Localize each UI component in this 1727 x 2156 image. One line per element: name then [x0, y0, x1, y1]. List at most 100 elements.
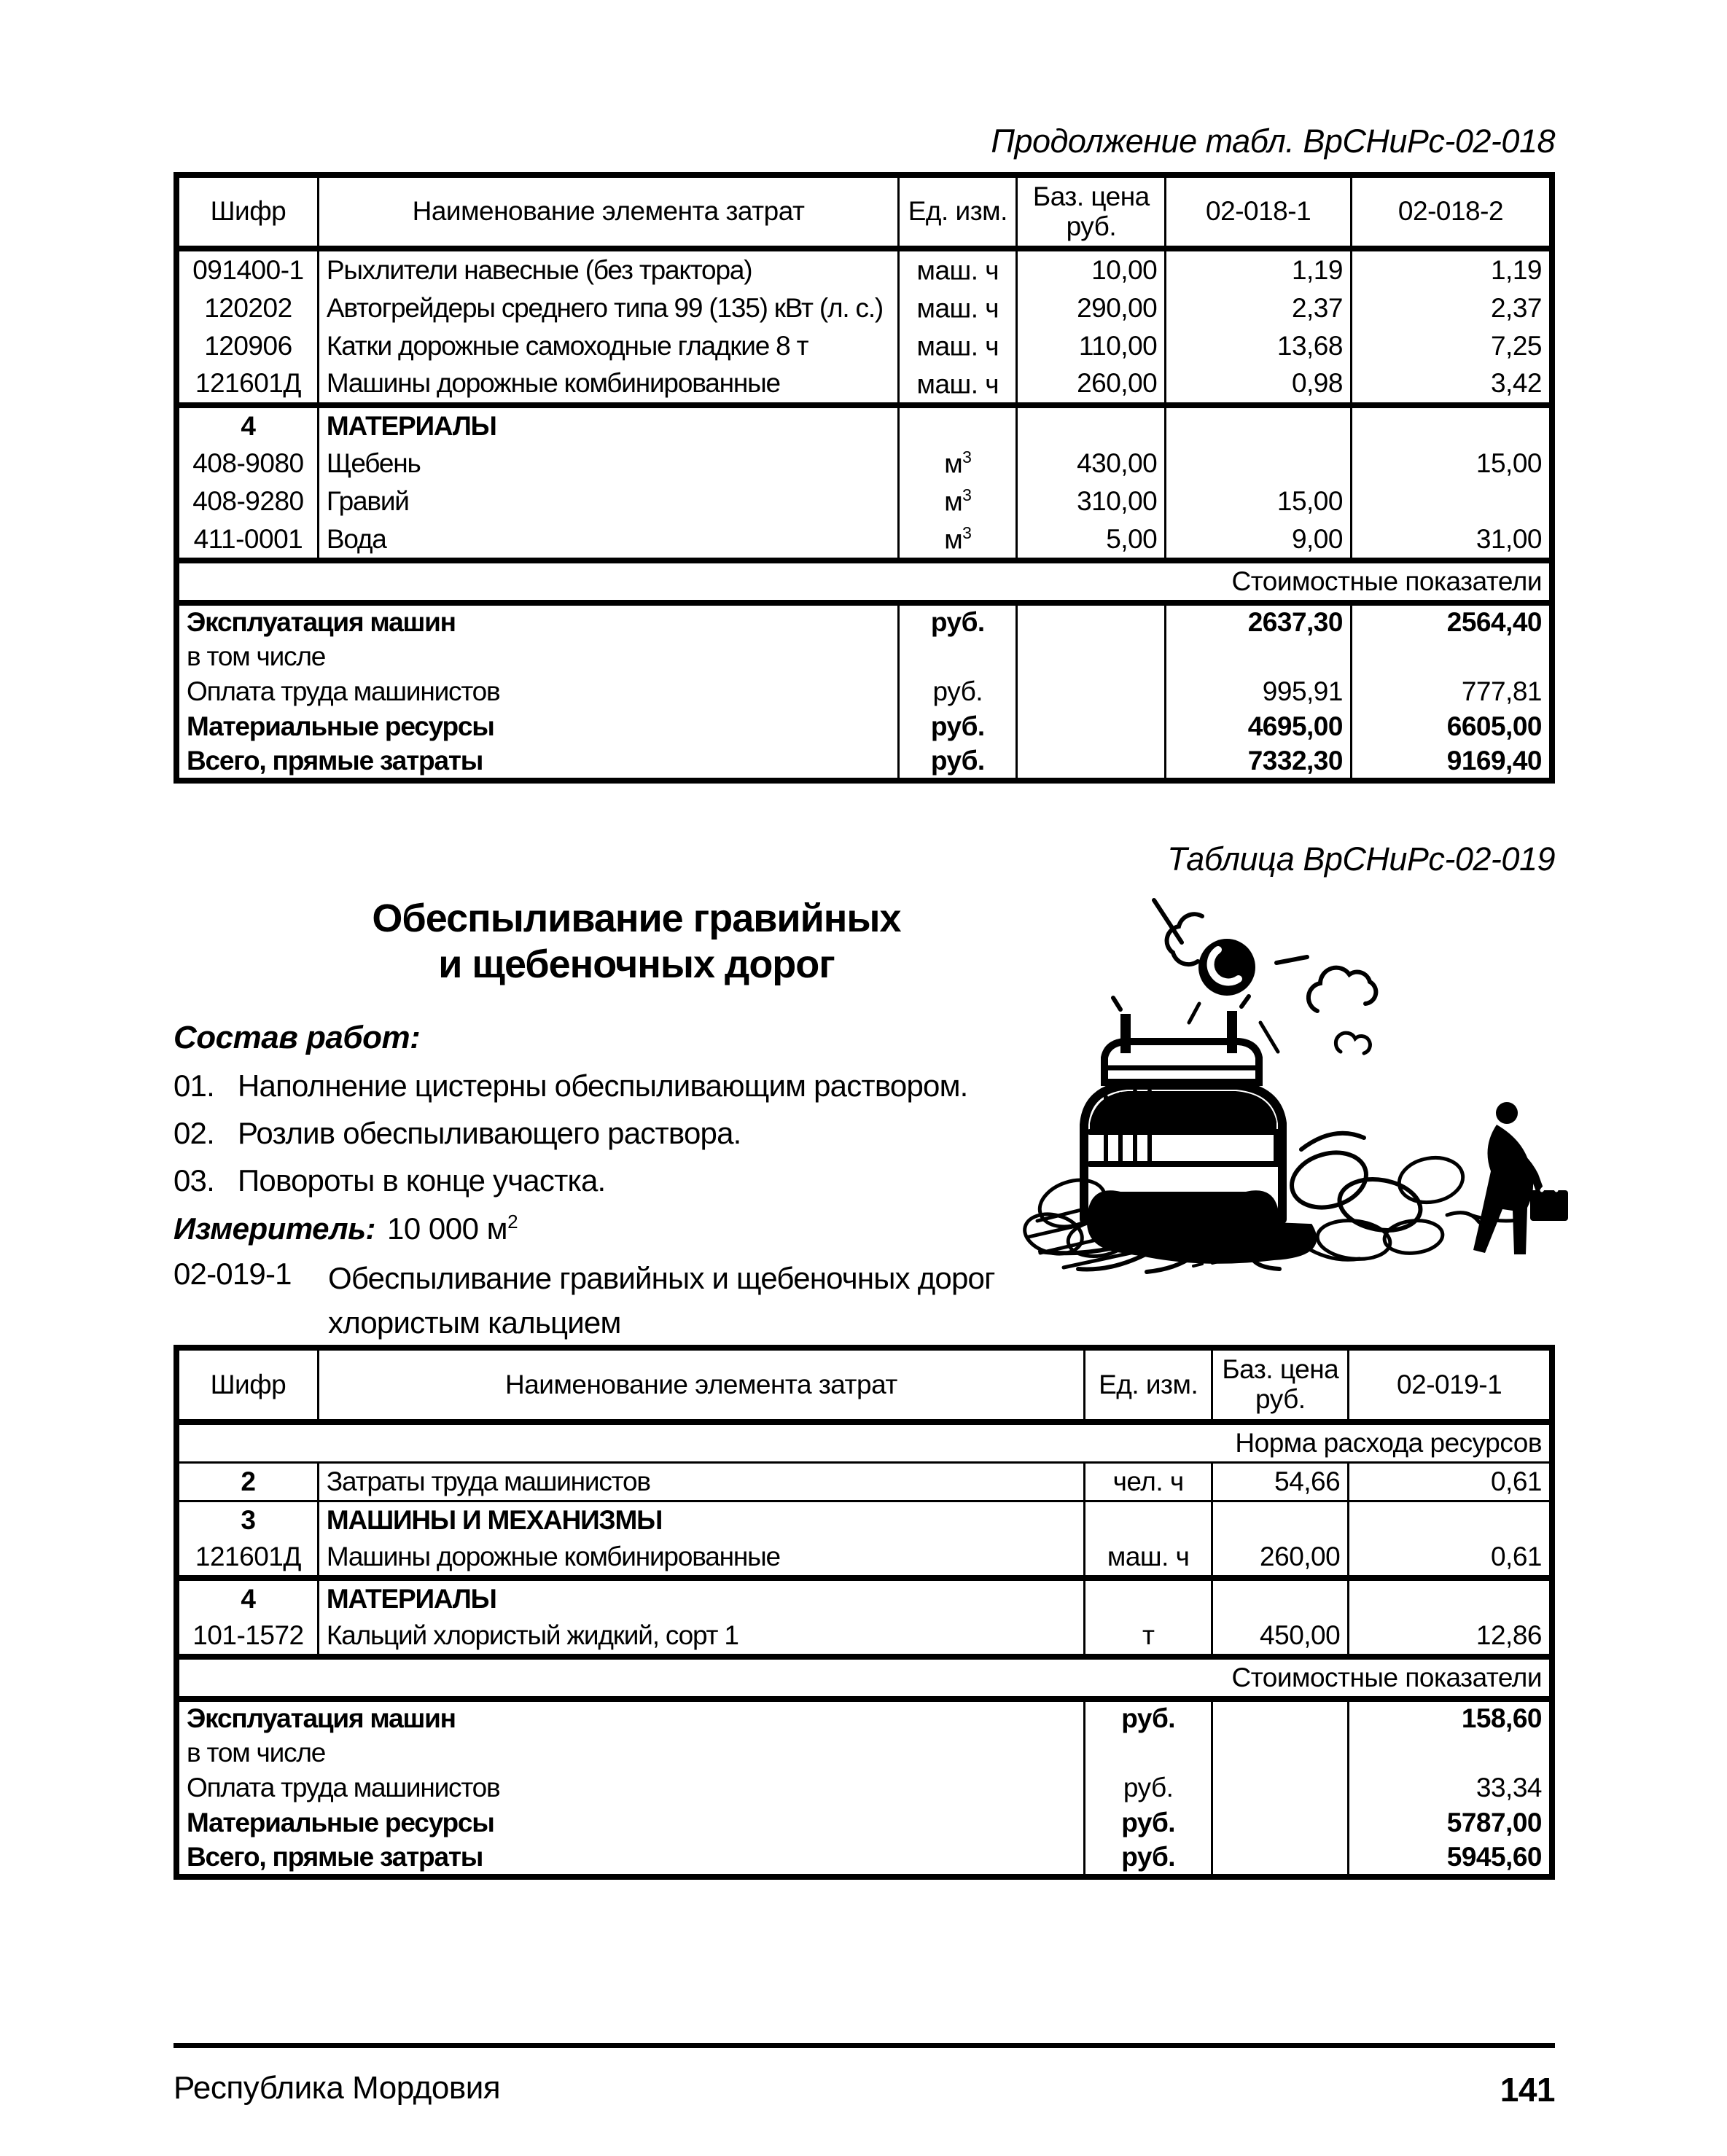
cost-row: в том числе: [175, 1735, 1553, 1771]
cell-name: Щебень: [316, 445, 900, 483]
cell-unit: м3: [897, 520, 1018, 561]
cell-code: 411-0001: [175, 520, 319, 561]
cell-base-price: [1015, 709, 1167, 745]
cell-unit: руб.: [897, 674, 1018, 710]
cell-value: 33,34: [1347, 1770, 1553, 1806]
cell-name: Автогрейдеры среднего типа 99 (135) кВт …: [316, 289, 900, 327]
cell-name: Рыхлители навесные (без трактора): [316, 249, 900, 289]
cell-name: Машины дорожные комбинированные: [316, 364, 900, 406]
cost-row: Материальные ресурсы руб. 5787,00: [175, 1805, 1553, 1841]
cell-base-price: 260,00: [1015, 364, 1167, 406]
cell-value-2: 2564,40: [1349, 603, 1553, 640]
cell-code: 408-9080: [175, 445, 319, 483]
table-row: 101-1572 Кальций хлористый жидкий, сорт …: [175, 1617, 1553, 1660]
list-item: 02. Розлив обеспыливающего раствора.: [174, 1115, 741, 1150]
cell-unit: руб.: [897, 603, 1018, 640]
cell-code: 408-9280: [175, 483, 319, 521]
cell-value-2: 7,25: [1349, 327, 1553, 365]
cell-cost-name: Эксплуатация машин: [175, 1699, 1085, 1736]
cell-unit: руб.: [1083, 1840, 1214, 1878]
cell-base-price: 290,00: [1015, 289, 1167, 327]
table-row: 121601Д Машины дорожные комбинированные …: [175, 364, 1553, 406]
cell-base-price: [1211, 1699, 1350, 1736]
cell-value-2: 1,19: [1349, 249, 1553, 289]
cell-name: МАТЕРИАЛЫ: [316, 1578, 1085, 1618]
cell-value: 5787,00: [1347, 1805, 1553, 1841]
page-footer: Республика Мордовия 141: [174, 2043, 1556, 2109]
cell-value-2: 15,00: [1349, 445, 1553, 483]
table-header-row: Шифр Наименование элемента затрат Ед. из…: [175, 1348, 1553, 1425]
norm-label: Норма расхода ресурсов: [175, 1421, 1553, 1464]
norm-item-line: 02-019-1 Обеспыливание гравийных и щебен…: [174, 1256, 995, 1340]
cell-cost-name: Оплата труда машинистов: [175, 674, 900, 710]
table-row: 411-0001 Вода м3 5,00 9,00 31,00: [175, 520, 1553, 561]
table-02-018: Шифр Наименование элемента затрат Ед. из…: [174, 172, 1555, 784]
table-row: 408-9280 Гравий м3 310,00 15,00: [175, 483, 1553, 521]
cell-value-1: [1164, 445, 1352, 483]
cell-cost-name: Материальные ресурсы: [175, 1805, 1085, 1841]
table-section-row-materials: 4 МАТЕРИАЛЫ: [175, 402, 1553, 445]
cost-row: Оплата труда машинистов руб. 995,91 777,…: [175, 674, 1553, 710]
page-number: 141: [1500, 2071, 1556, 2109]
cell-code: 2: [175, 1462, 319, 1502]
cell-value-1: [1164, 402, 1352, 445]
cell-base-price: 110,00: [1015, 327, 1167, 365]
cell-base-price: 260,00: [1211, 1539, 1350, 1582]
cell-name: МАШИНЫ И МЕХАНИЗМЫ: [316, 1501, 1085, 1539]
cell-base-price: [1211, 1501, 1350, 1539]
cell-base-price: [1015, 674, 1167, 710]
cell-value-1: 4695,00: [1164, 709, 1352, 745]
table-02-019: Шифр Наименование элемента затрат Ед. из…: [174, 1345, 1555, 1880]
cell-code: 121601Д: [175, 1539, 319, 1582]
cell-unit: руб.: [897, 709, 1018, 745]
cell-base-price: [1015, 402, 1167, 445]
cell-value: 0,61: [1347, 1539, 1553, 1582]
cell-base-price: 54,66: [1211, 1462, 1350, 1502]
cell-base-price: 10,00: [1015, 249, 1167, 289]
cell-code: 3: [175, 1501, 319, 1539]
cost-indicators-band: Стоимостные показатели: [175, 558, 1553, 606]
cell-base-price: 310,00: [1015, 483, 1167, 521]
cell-value-1: 1,19: [1164, 249, 1352, 289]
cell-value: [1347, 1735, 1553, 1771]
cost-row: Всего, прямые затраты руб. 7332,30 9169,…: [175, 744, 1553, 781]
cell-cost-name: в том числе: [175, 639, 900, 675]
cell-name: Затраты труда машинистов: [316, 1462, 1085, 1502]
cost-row: Материальные ресурсы руб. 4695,00 6605,0…: [175, 709, 1553, 745]
cell-cost-name: Оплата труда машинистов: [175, 1770, 1085, 1806]
table-section-row-machines: 3 МАШИНЫ И МЕХАНИЗМЫ: [175, 1501, 1553, 1539]
cell-name: Катки дорожные самоходные гладкие 8 т: [316, 327, 900, 365]
cell-value-2: [1349, 639, 1553, 675]
col-header-name: Наименование элемента затрат: [316, 1348, 1085, 1425]
col-header-code: Шифр: [175, 175, 319, 252]
cell-unit: руб.: [1083, 1770, 1214, 1806]
cell-unit: м3: [897, 445, 1018, 483]
cell-value: 12,86: [1347, 1617, 1553, 1660]
cell-value-2: 2,37: [1349, 289, 1553, 327]
cell-value-1: 2637,30: [1164, 603, 1352, 640]
cell-base-price: [1015, 639, 1167, 675]
table2-caption: Таблица ВрСНиРс-02-019: [1167, 840, 1555, 878]
cell-cost-name: Материальные ресурсы: [175, 709, 900, 745]
cell-unit: руб.: [1083, 1699, 1214, 1736]
cost-indicators-band: Стоимостные показатели: [175, 1657, 1553, 1703]
cell-value-1: 15,00: [1164, 483, 1352, 521]
cell-value: [1347, 1578, 1553, 1618]
cell-base-price: [1211, 1578, 1350, 1618]
cell-value-1: 995,91: [1164, 674, 1352, 710]
cell-base-price: [1211, 1805, 1350, 1841]
col-header-unit: Ед. изм.: [1083, 1348, 1214, 1425]
cell-base-price: 450,00: [1211, 1617, 1350, 1660]
cell-code: 120202: [175, 289, 319, 327]
table-row: 2 Затраты труда машинистов чел. ч 54,66 …: [175, 1462, 1553, 1502]
col-header-unit: Ед. изм.: [897, 175, 1018, 252]
col-header-02-018-2: 02-018-2: [1349, 175, 1553, 252]
cell-value-1: 2,37: [1164, 289, 1352, 327]
table-row: 120202 Автогрейдеры среднего типа 99 (13…: [175, 289, 1553, 327]
cell-unit: м3: [897, 483, 1018, 521]
cell-unit: [897, 402, 1018, 445]
norm-description-section: Обеспыливание гравийных и щебеночных дор…: [174, 896, 1568, 1345]
cell-value-2: 777,81: [1349, 674, 1553, 710]
cell-cost-name: Всего, прямые затраты: [175, 744, 900, 781]
